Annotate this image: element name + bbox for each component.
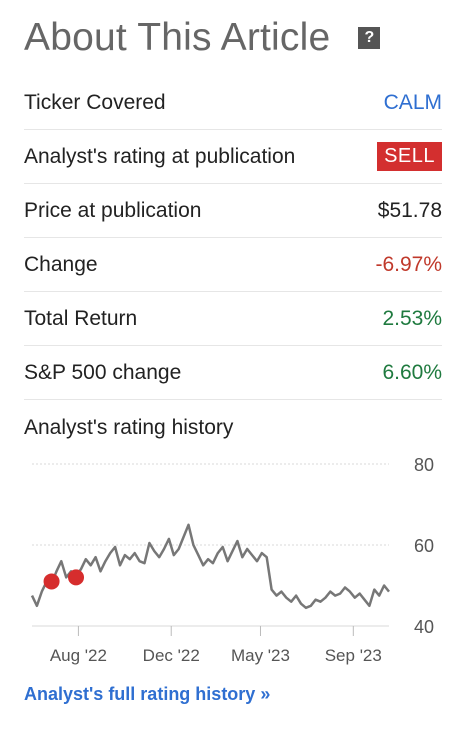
x-tick-label: Sep '23: [325, 646, 382, 665]
rating-history-chart: 80 60 40 Aug '22 Dec '22 May '23 Sep '23: [24, 446, 444, 676]
detail-value: 6.60%: [382, 360, 442, 384]
x-tick-label: Dec '22: [143, 646, 200, 665]
detail-label: Analyst's rating at publication: [24, 144, 296, 168]
detail-value: -6.97%: [375, 252, 442, 276]
price-series-line: [30, 523, 390, 610]
detail-row: Ticker Covered CALM: [24, 76, 442, 130]
x-tick-label: May '23: [231, 646, 290, 665]
help-icon[interactable]: ?: [358, 27, 381, 49]
detail-value: 2.53%: [382, 306, 442, 330]
detail-value: $51.78: [377, 198, 442, 222]
detail-row: Price at publication $51.78: [24, 184, 442, 238]
detail-row: S&P 500 change 6.60%: [24, 346, 442, 400]
detail-row: Analyst's rating at publication SELL: [24, 130, 442, 184]
header: About This Article ?: [24, 0, 442, 76]
article-details: Ticker Covered CALM Analyst's rating at pu…: [24, 76, 442, 400]
y-tick-label: 80: [414, 455, 434, 475]
page-title: About This Article: [24, 16, 331, 59]
sell-rating-marker: [43, 573, 60, 590]
rating-history-title: Analyst's rating history: [24, 416, 234, 439]
ticker-link[interactable]: CALM: [383, 90, 442, 114]
sell-rating-marker: [68, 569, 85, 586]
rating-badge: SELL: [377, 142, 442, 171]
detail-row: Change -6.97%: [24, 238, 442, 292]
detail-row: Total Return 2.53%: [24, 292, 442, 346]
detail-label: S&P 500 change: [24, 360, 182, 384]
x-tick-label: Aug '22: [50, 646, 107, 665]
detail-label: Change: [24, 252, 98, 276]
detail-label: Price at publication: [24, 198, 202, 222]
detail-label: Total Return: [24, 306, 138, 330]
y-tick-label: 40: [414, 617, 434, 637]
price-chart: 80 60 40 Aug '22 Dec '22 May '23 Sep '23: [30, 455, 434, 665]
y-tick-label: 60: [414, 536, 434, 556]
full-rating-history-link[interactable]: Analyst's full rating history »: [24, 684, 271, 704]
detail-label: Ticker Covered: [24, 90, 166, 114]
